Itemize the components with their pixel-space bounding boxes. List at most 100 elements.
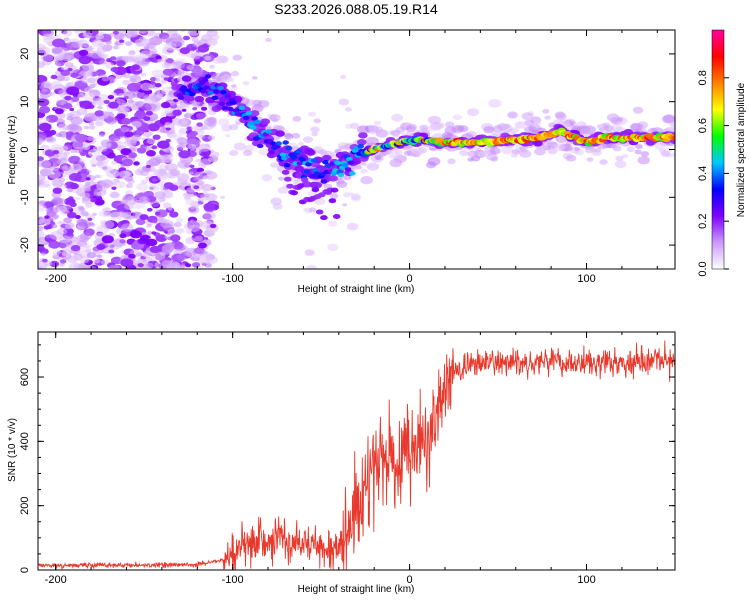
spectrogram-cell [125,41,133,46]
spectrogram-cell [44,184,51,188]
spectrogram-cell [39,89,52,99]
spectrogram-cell [66,188,74,193]
spectrogram-cell [182,250,190,256]
spectrogram-cell [151,251,166,261]
spectrogram-cell [296,183,305,189]
spectrogram-cell [87,217,93,221]
spectrogram-cell [167,207,173,211]
spectrogram-cell [207,90,214,95]
spectrogram-ylabel: Frequency (Hz) [7,116,18,185]
spectrogram-cell [178,150,191,159]
x-tick-label: -100 [222,273,244,285]
spectrogram-cell [275,130,285,137]
spectrogram-cell [113,178,120,183]
spectrogram-cell [441,132,453,140]
spectrogram-cell [553,143,566,152]
spectrogram-cell [43,225,50,230]
spectrogram-cell [146,223,152,228]
spectrogram-cell [312,168,319,173]
spectrogram-cell [357,144,365,149]
spectrogram-cell [104,143,112,148]
spectrogram-cell [79,192,86,197]
spectrogram-cell [80,244,91,252]
spectrogram-cell [51,178,62,185]
spectrogram-cell [357,125,370,134]
spectrogram-cell [185,95,195,102]
spectrogram-cell [301,177,309,183]
spectrogram-cell [185,112,193,118]
spectrogram-cell [635,144,643,149]
spectrogram-cell [173,221,182,228]
spectrogram-cell [208,157,215,162]
spectrogram-cell [225,134,231,138]
spectrogram-cell [177,69,185,75]
spectrogram-cell [65,62,74,68]
spectrogram-cell [311,132,319,137]
spectrogram-cell [138,30,148,34]
spectrogram-cell [199,255,207,260]
spectrogram-cell [388,151,401,160]
x-tick-label: 0 [407,273,413,285]
spectrogram-cell [76,234,89,243]
colorbar-tick-label: 0.0 [697,261,709,276]
spectrogram-cell [175,227,185,234]
spectrogram-cell [190,205,196,210]
spectrogram-cell [322,159,329,165]
spectrogram-cell [261,174,273,182]
spectrogram-cell [200,89,207,94]
spectrogram-cell [508,112,517,119]
spectrogram-cell [121,118,131,125]
spectrogram-cell [534,121,541,126]
x-tick-label: 0 [407,574,413,586]
spectrogram-cell [591,149,602,157]
spectrogram-cell [488,98,502,108]
spectrogram-cell [123,91,136,100]
spectrogram-cell [195,158,201,163]
spectrogram-cell [152,134,161,140]
spectrogram-cell [50,81,63,90]
spectrogram-cell [169,211,179,218]
colorbar-tick-label: 0.4 [697,166,709,181]
spectrogram-cell [330,193,339,199]
spectrogram-cell [50,74,58,80]
spectrogram-xlabel: Height of straight line (km) [298,284,415,295]
spectrogram-cell [46,136,54,142]
spectrogram-cell [120,106,130,113]
y-tick-label: 20 [19,48,31,60]
spectrogram-cell [46,208,53,213]
spectrogram-cell [451,125,464,134]
spectrogram-cell [306,149,316,156]
spectrogram-cell [185,263,192,268]
spectrogram-cell [112,45,119,50]
x-tick-label: -200 [45,574,67,586]
spectrogram-cell [669,120,675,128]
spectrogram-cell [207,135,216,141]
spectrogram-cell [71,96,80,103]
spectrogram-cell [77,219,88,226]
spectrogram-cell [154,191,166,199]
spectrogram-cell [145,164,151,169]
spectrogram-cell [510,152,518,158]
spectrogram-cell [61,250,71,257]
spectrogram-cell [467,157,474,162]
spectrogram-cell [355,165,362,170]
spectrogram-cell [144,145,152,151]
spectrogram-cell [224,94,231,99]
spectrogram-cell [80,107,86,111]
spectrogram-cell [124,55,135,63]
spectrogram-cell [318,149,327,155]
colorbar-gradient [711,29,725,270]
spectrogram-cell [83,183,91,190]
spectrogram-cell [110,66,119,72]
spectrogram-cell [190,52,202,60]
spectrogram-cell [136,183,149,191]
spectrogram-cell [141,58,151,64]
spectrogram-cell [84,112,98,122]
spectrogram-cell [202,174,209,179]
x-tick-label: -200 [45,273,67,285]
spectrogram-cell [99,59,108,65]
spectrogram-cell [286,183,294,189]
spectrogram-cell [95,33,105,40]
